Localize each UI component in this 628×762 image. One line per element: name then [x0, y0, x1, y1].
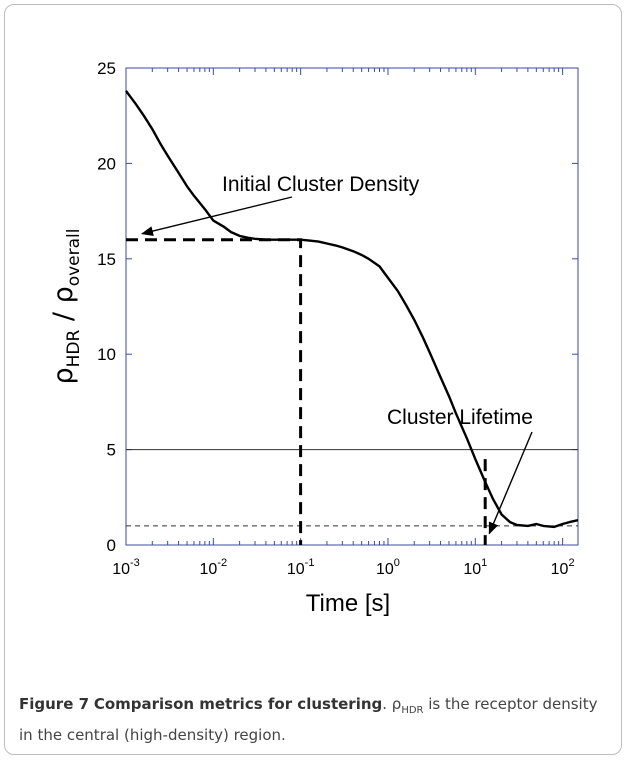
y-tick-label: 0 [107, 536, 116, 555]
x-tick-label: 10-1 [287, 557, 315, 578]
figure-caption: Figure 7 Comparison metrics for clusteri… [19, 692, 609, 748]
figure-panel [4, 4, 622, 755]
x-tick-label: 100 [376, 557, 400, 578]
annotation-arrow [488, 431, 533, 535]
caption-label: Figure 7 [19, 695, 90, 713]
caption-rho-subscript: HDR [401, 705, 424, 716]
caption-title: Comparison metrics for clustering [93, 695, 383, 713]
caption-text: is the receptor density in the central (… [19, 695, 598, 744]
caption-separator: . [382, 695, 392, 713]
y-tick-label: 15 [97, 250, 116, 269]
x-tick-label: 101 [463, 557, 487, 578]
plot-area: 0 5 10 15 20 25 10-3 10-2 10-1 100 101 102 Initial C… [48, 59, 579, 617]
annotation-initial-cluster-density: Initial Cluster Density [222, 173, 420, 196]
annotation-arrow [141, 196, 293, 236]
chart: 0 5 10 15 20 25 10-3 10-2 10-1 100 101 102 Initial C… [48, 59, 579, 617]
y-tick-label: 10 [97, 345, 116, 364]
data-curve [125, 90, 579, 529]
x-tick-label: 102 [551, 557, 575, 578]
y-tick-label: 25 [97, 59, 116, 78]
x-axis-label: Time [s] [306, 590, 390, 617]
y-tick-label: 20 [97, 154, 116, 173]
caption-rho: ρ [391, 695, 402, 713]
y-tick-label: 5 [107, 441, 116, 460]
x-tick-label: 10-2 [200, 557, 228, 578]
x-tick-label: 10-3 [112, 557, 140, 578]
plot-frame [125, 67, 579, 546]
y-axis-label: ρHDR / ρoverall [48, 228, 84, 384]
annotation-cluster-lifetime: Cluster Lifetime [387, 406, 533, 429]
marker-line [126, 238, 303, 545]
